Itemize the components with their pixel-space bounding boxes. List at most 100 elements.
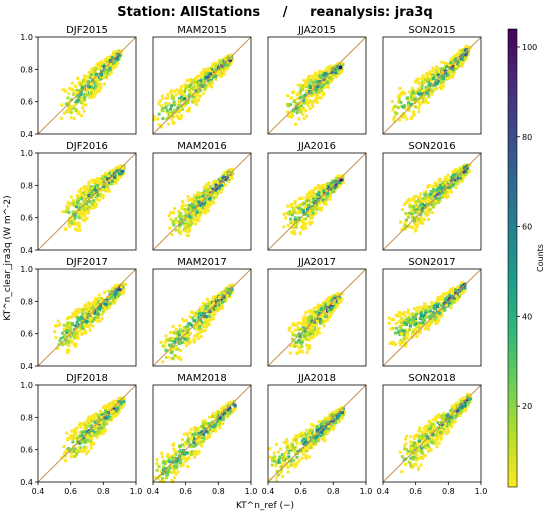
hexbin-cell	[219, 71, 223, 75]
hexbin-cell	[85, 88, 89, 92]
hexbin-cell	[331, 185, 335, 189]
hexbin-cell	[310, 94, 314, 98]
hexbin-cell	[66, 201, 70, 204]
hexbin-cell	[193, 324, 197, 328]
hexbin-cell	[103, 57, 107, 61]
hexbin-cell	[185, 79, 189, 83]
hexbin-cell	[292, 108, 296, 111]
hexbin-cell	[85, 186, 89, 190]
hexbin-cell	[108, 304, 112, 308]
hexbin-cell	[199, 78, 203, 81]
hexbin-cell	[159, 125, 163, 129]
hexbin-cell	[176, 347, 180, 351]
hexbin-cell	[302, 316, 306, 320]
hexbin-cell	[402, 313, 406, 317]
hexbin-cell	[76, 329, 80, 333]
hexbin-cell	[115, 172, 119, 176]
hexbin-cell	[113, 296, 117, 300]
hexbin-cell	[94, 182, 98, 185]
hexbin-cell	[215, 186, 218, 190]
hexbin-cell	[408, 328, 411, 332]
hexbin-cell	[208, 310, 212, 314]
hexbin-cell	[340, 174, 344, 178]
hexbin-cell	[113, 59, 117, 63]
hexbin-cell	[207, 83, 211, 87]
hexbin-cell	[193, 313, 197, 317]
hexbin-cell	[304, 222, 308, 226]
hexbin-cell	[310, 91, 314, 95]
hexbin-cell	[101, 76, 105, 80]
hexbin-cell	[295, 222, 299, 226]
hexbin-cell	[191, 212, 195, 216]
hexbin-cell	[214, 295, 218, 298]
hexbin-cell	[425, 314, 429, 318]
hexbin-cell	[100, 304, 104, 308]
hexbin-cell	[181, 107, 185, 111]
hexbin-cell	[302, 225, 306, 228]
hexbin-cell	[302, 99, 306, 103]
hexbin-cell	[304, 199, 308, 203]
hexbin-cell	[170, 350, 174, 354]
hexbin-cell	[211, 298, 215, 301]
hexbin-cell	[413, 223, 417, 227]
hexbin-cell	[416, 208, 420, 212]
hexbin-cell	[447, 63, 451, 67]
hexbin-cell	[316, 82, 320, 86]
hexbin-cell	[80, 97, 83, 101]
hexbin-cell	[185, 233, 189, 237]
hexbin-cell	[462, 170, 466, 174]
hexbin-cell	[329, 308, 333, 312]
hexbin-cell	[430, 92, 434, 96]
hexbin-cell	[199, 201, 203, 205]
hexbin-cell	[172, 96, 176, 100]
hexbin-cell	[68, 86, 72, 90]
hexbin-cell	[326, 298, 330, 302]
hexbin-cell	[308, 336, 312, 340]
axes-frame	[37, 36, 137, 135]
hexbin-cell	[83, 303, 87, 307]
hexbin-cell	[320, 187, 324, 191]
hexbin-cell	[403, 106, 407, 110]
hexbin-cell	[183, 229, 187, 233]
hexbin-cell	[75, 310, 79, 314]
hexbin-cell	[165, 111, 169, 115]
hexbin-cell	[297, 117, 301, 121]
hexbin-cell	[91, 75, 95, 79]
hexbin-cell	[406, 332, 409, 336]
hexbin-cell	[426, 217, 430, 221]
hexbin-cell	[449, 58, 453, 62]
hexbin-cell	[166, 93, 170, 97]
hexbin-cell	[79, 187, 83, 191]
hexbin-cell	[77, 111, 81, 115]
hexbin-cell	[441, 195, 444, 199]
hexbin-cell	[187, 207, 191, 211]
hexbin-cell	[80, 194, 83, 197]
hexbin-cell	[93, 77, 97, 81]
hexbin-cell	[73, 314, 76, 318]
panel-son2017: SON2017	[382, 257, 482, 367]
hexbin-cell	[435, 314, 439, 318]
hexbin-cell	[397, 97, 401, 101]
hexbin-cell	[186, 336, 190, 340]
hexbin-cell	[212, 201, 216, 205]
hexbin-cell	[168, 226, 172, 230]
hexbin-cell	[291, 230, 295, 234]
hexbin-cell	[89, 185, 93, 189]
hexbin-cell	[431, 76, 435, 80]
hexbin-cell	[93, 87, 97, 91]
hexbin-cell	[412, 113, 416, 117]
hexbin-cell	[66, 110, 70, 114]
hexbin-cell	[212, 307, 216, 311]
hexbin-cell	[111, 173, 115, 176]
hexbin-cell	[195, 91, 199, 95]
hexbin-cell	[427, 88, 431, 92]
hexbin-cell	[108, 178, 111, 182]
hexbin-cell	[99, 304, 102, 308]
hexbin-cell	[193, 199, 197, 203]
hexbin-cell	[197, 196, 201, 200]
hexbin-cell	[318, 72, 322, 76]
hexbin-cell	[293, 99, 297, 103]
hexbin-cell	[419, 330, 423, 334]
hexbin-cell	[209, 195, 213, 199]
hexbin-cell	[193, 194, 196, 197]
